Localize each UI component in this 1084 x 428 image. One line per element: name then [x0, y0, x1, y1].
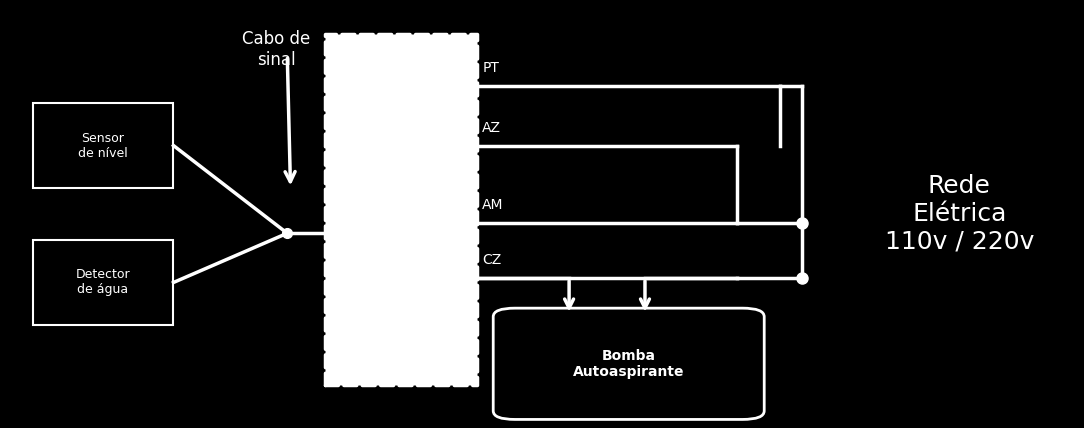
- Bar: [33, 240, 173, 325]
- Bar: [325, 34, 477, 385]
- Text: AM: AM: [482, 198, 504, 212]
- Text: Rede
Elétrica
110v / 220v: Rede Elétrica 110v / 220v: [885, 174, 1034, 254]
- Text: Bomba
Autoaspirante: Bomba Autoaspirante: [573, 349, 684, 379]
- FancyBboxPatch shape: [493, 308, 764, 419]
- Text: Cabo de
sinal: Cabo de sinal: [243, 30, 310, 69]
- Text: Sensor
de nível: Sensor de nível: [78, 131, 128, 160]
- Bar: [33, 103, 173, 188]
- Text: AZ: AZ: [482, 121, 502, 135]
- Text: CZ: CZ: [482, 253, 502, 268]
- Text: Detector
de água: Detector de água: [76, 268, 130, 297]
- Text: PT: PT: [482, 61, 500, 75]
